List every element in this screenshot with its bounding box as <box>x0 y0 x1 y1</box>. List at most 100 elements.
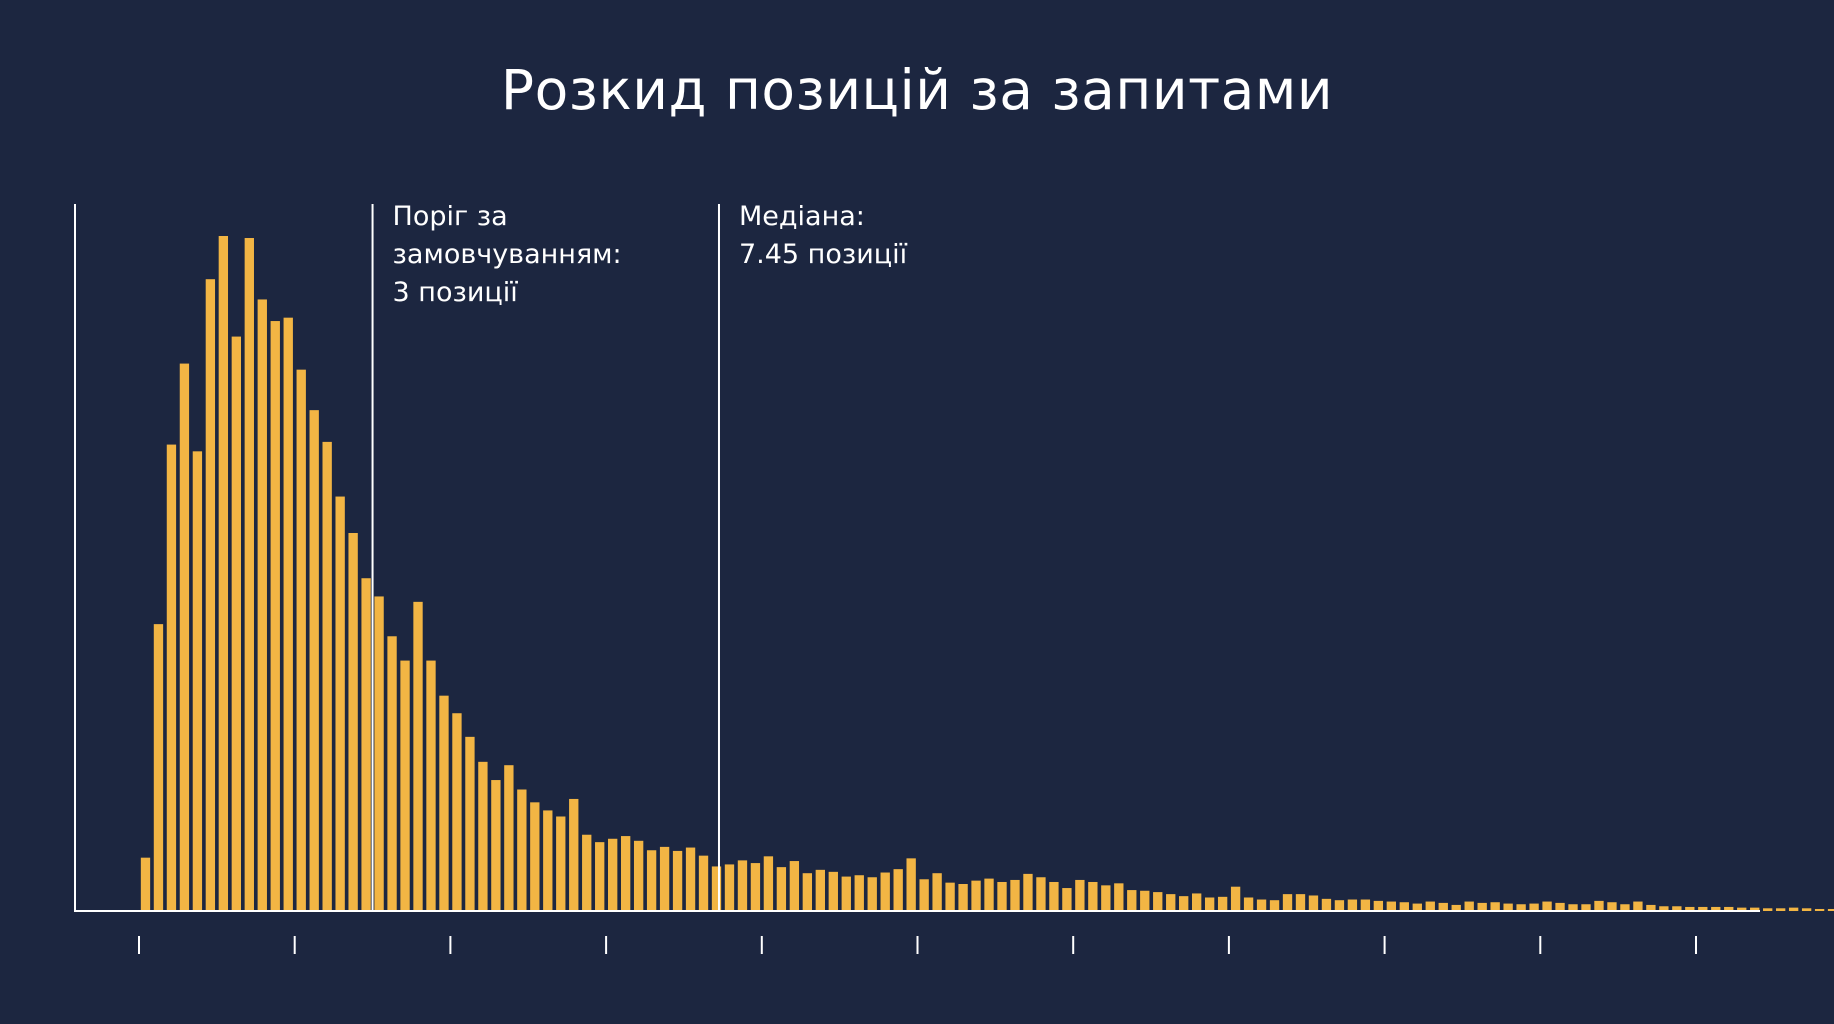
histogram-bar <box>1775 908 1786 911</box>
histogram-bar <box>1646 904 1656 911</box>
histogram-bar <box>646 850 657 911</box>
histogram-bar <box>1373 900 1384 912</box>
histogram-bar <box>270 321 280 911</box>
histogram-bar <box>1412 903 1422 911</box>
histogram-bar <box>257 299 267 911</box>
histogram-bar <box>1542 901 1552 911</box>
histogram-bar <box>971 880 981 912</box>
histogram-bar <box>140 857 151 911</box>
histogram-bar <box>166 444 177 911</box>
histogram-bar <box>1140 890 1150 911</box>
histogram-bar <box>569 798 579 911</box>
histogram-bar <box>1088 881 1098 911</box>
histogram-bar <box>1230 886 1241 911</box>
histogram-bar <box>893 869 903 911</box>
histogram-bar <box>919 879 929 911</box>
histogram-bar <box>595 842 605 911</box>
histogram-bar <box>880 872 890 911</box>
histogram-bar <box>763 856 774 911</box>
histogram-bar <box>1062 888 1072 911</box>
default-threshold-label-line: 3 позиції <box>392 277 518 308</box>
histogram-bar <box>1269 900 1280 911</box>
histogram-bar <box>932 873 942 911</box>
histogram-bar <box>1192 893 1202 911</box>
histogram-bar <box>1724 906 1734 911</box>
histogram-bar <box>1036 877 1046 911</box>
histogram-bar <box>737 860 748 912</box>
histogram-bar <box>1464 901 1474 911</box>
histogram-bar <box>828 871 838 911</box>
histogram-bar <box>1788 907 1799 912</box>
histogram-bar <box>945 882 955 911</box>
histogram-bar <box>1075 879 1085 911</box>
histogram-bar <box>335 496 345 911</box>
histogram-bar <box>1010 879 1020 911</box>
histogram-bar <box>413 601 423 911</box>
histogram-bar <box>231 336 241 912</box>
histogram-bar <box>504 765 514 911</box>
histogram-bar <box>958 884 968 911</box>
histogram-bar <box>1425 901 1435 911</box>
histogram-bar <box>841 876 851 911</box>
histogram-bar <box>1737 907 1747 912</box>
default-threshold-label-line: замовчуванням: <box>392 239 622 270</box>
histogram-bar <box>296 369 306 911</box>
histogram-bar <box>1321 898 1332 911</box>
histogram-bar <box>1451 904 1461 911</box>
histogram-bar <box>724 864 735 911</box>
histogram-bar <box>1711 906 1721 911</box>
histogram-bar <box>672 850 683 911</box>
histogram-bar <box>1101 885 1111 911</box>
histogram-bar <box>1581 904 1591 911</box>
histogram-bar <box>309 410 319 911</box>
histogram-bar <box>1620 904 1630 911</box>
histogram-bar <box>517 789 527 911</box>
histogram-bar <box>802 873 813 911</box>
histogram-bar <box>776 867 787 912</box>
histogram-bar <box>530 802 540 911</box>
histogram-bar <box>1049 881 1059 911</box>
histogram-bar <box>698 855 709 911</box>
histogram-bar <box>1672 906 1682 911</box>
default-threshold-label-line: Поріг за <box>392 201 508 232</box>
histogram-bar <box>491 780 501 911</box>
default-threshold-label: Поріг за замовчуванням: 3 позиції <box>393 198 622 312</box>
histogram-bar <box>1153 892 1163 911</box>
histogram-bar <box>179 363 190 912</box>
histogram-bar <box>750 863 761 911</box>
histogram-bar <box>1490 902 1500 911</box>
histogram-bar <box>815 869 825 911</box>
histogram-bar <box>1438 902 1448 911</box>
histogram-bar <box>1594 900 1604 912</box>
histogram-bar <box>387 636 397 911</box>
histogram-bar <box>1801 908 1812 911</box>
histogram-bar <box>1555 902 1565 911</box>
histogram-bar <box>1685 906 1695 911</box>
histogram-bar <box>1179 896 1189 911</box>
histogram-bar <box>659 846 670 912</box>
histogram-bar <box>997 881 1007 911</box>
histogram-bar <box>854 875 864 911</box>
histogram-bar <box>1529 903 1539 911</box>
histogram-bar <box>1360 899 1371 911</box>
histogram-bar <box>1827 908 1834 911</box>
histogram-bar <box>1503 903 1513 911</box>
histogram-bar <box>1633 901 1643 911</box>
histogram-bar <box>361 578 371 911</box>
histogram-bar <box>582 834 592 911</box>
histogram-bar <box>192 451 203 911</box>
histogram-bar <box>1347 899 1358 911</box>
histogram-bar <box>1127 890 1137 911</box>
histogram-bar <box>153 624 164 912</box>
histogram-bar <box>426 660 436 911</box>
histogram-bar <box>906 858 916 911</box>
histogram-bar <box>1166 894 1176 912</box>
histogram-bar <box>1750 907 1760 912</box>
histogram-bar <box>608 838 618 911</box>
histogram-bar <box>1217 896 1228 911</box>
histogram-bar <box>685 847 696 911</box>
histogram-bar <box>1477 902 1487 911</box>
histogram-bar <box>543 810 553 911</box>
histogram-bar <box>205 279 216 911</box>
histogram-bar <box>1023 873 1033 912</box>
